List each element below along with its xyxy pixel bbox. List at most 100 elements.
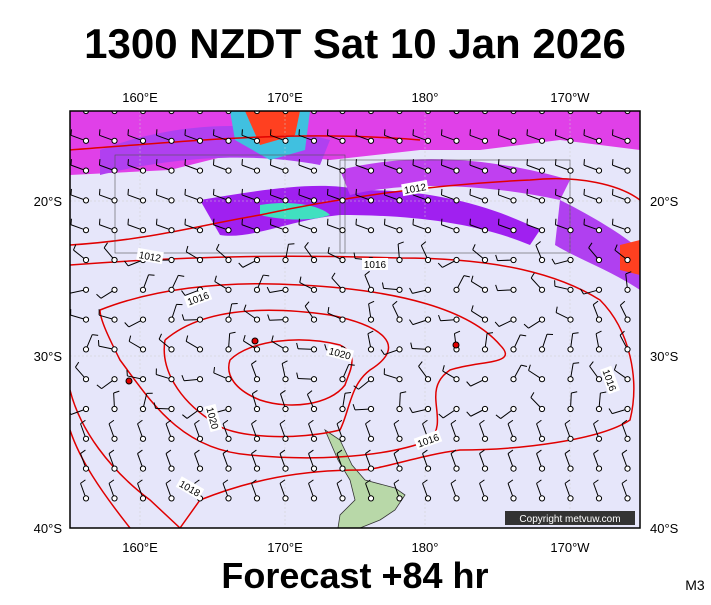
barb-station: [425, 317, 430, 322]
latitude-label: 40°S: [650, 521, 679, 536]
barb-station: [112, 377, 117, 382]
barb-station: [482, 377, 487, 382]
barb-station: [625, 406, 630, 411]
barb-station: [283, 496, 288, 501]
barb-station: [454, 198, 459, 203]
isobar-label: 1016: [362, 258, 388, 271]
barb-station: [568, 138, 573, 143]
copyright: Copyright metvuw.com: [519, 514, 620, 525]
barb-station: [397, 496, 402, 501]
barb-station: [568, 228, 573, 233]
barb-station: [596, 287, 601, 292]
barb-station: [112, 228, 117, 233]
latitude-label: 40°S: [34, 521, 63, 536]
barb-staff: [156, 106, 171, 111]
barb-station: [397, 347, 402, 352]
barb-station: [311, 198, 316, 203]
barb-staff: [470, 106, 485, 111]
barb-station: [539, 287, 544, 292]
barb-station: [169, 198, 174, 203]
barb-station: [112, 287, 117, 292]
barb-station: [197, 228, 202, 233]
barb-station: [83, 198, 88, 203]
barb-staff: [71, 106, 86, 111]
map-code: M3: [685, 577, 705, 593]
barb-station: [254, 317, 259, 322]
barb-station: [226, 138, 231, 143]
barb-station: [169, 317, 174, 322]
barb-station: [625, 228, 630, 233]
barb-flag: [573, 363, 579, 364]
barb-station: [226, 287, 231, 292]
barb-staff: [527, 106, 542, 111]
barb-station: [454, 406, 459, 411]
barb-staff: [185, 106, 200, 111]
barb-station: [625, 138, 630, 143]
barb-station: [568, 168, 573, 173]
barb-station: [625, 466, 630, 471]
barb-station: [112, 466, 117, 471]
barb-station: [140, 168, 145, 173]
barb-station: [311, 138, 316, 143]
barb-station: [283, 168, 288, 173]
barb-station: [625, 198, 630, 203]
barb-station: [311, 377, 316, 382]
barb-station: [254, 287, 259, 292]
barb-station: [112, 198, 117, 203]
barb-station: [539, 496, 544, 501]
barb-station: [254, 347, 259, 352]
barb-station: [568, 317, 573, 322]
barb-station: [311, 406, 316, 411]
barb-station: [625, 317, 630, 322]
barb-station: [283, 228, 288, 233]
barb-station: [311, 287, 316, 292]
high-marker: [453, 342, 459, 348]
barb-station: [197, 436, 202, 441]
barb-station: [83, 466, 88, 471]
longitude-label: 170°E: [267, 90, 303, 105]
barb-station: [368, 406, 373, 411]
barb-station: [568, 377, 573, 382]
barb-station: [397, 466, 402, 471]
barb-station: [169, 347, 174, 352]
barb-station: [83, 317, 88, 322]
barb-station: [482, 287, 487, 292]
barb-station: [169, 377, 174, 382]
barb-station: [596, 377, 601, 382]
barb-station: [169, 257, 174, 262]
barb-station: [169, 466, 174, 471]
barb-station: [539, 228, 544, 233]
latitude-label: 30°S: [34, 349, 63, 364]
barb-staff: [270, 106, 285, 111]
barb-station: [197, 377, 202, 382]
barb-station: [454, 168, 459, 173]
barb-station: [397, 436, 402, 441]
barb-station: [425, 347, 430, 352]
barb-station: [625, 496, 630, 501]
barb-station: [311, 496, 316, 501]
barb-station: [340, 406, 345, 411]
barb-station: [283, 347, 288, 352]
barb-station: [340, 317, 345, 322]
barb-station: [596, 198, 601, 203]
barb-station: [482, 168, 487, 173]
barb-station: [368, 436, 373, 441]
barb-station: [169, 406, 174, 411]
barb-station: [368, 317, 373, 322]
barb-station: [311, 317, 316, 322]
barb-station: [254, 138, 259, 143]
barb-station: [140, 287, 145, 292]
barb-station: [254, 466, 259, 471]
barb-station: [226, 406, 231, 411]
barb-station: [140, 377, 145, 382]
barb-station: [568, 466, 573, 471]
barb-station: [254, 406, 259, 411]
barb-station: [226, 436, 231, 441]
barb-station: [568, 287, 573, 292]
barb-station: [140, 228, 145, 233]
barb-staff: [584, 106, 599, 111]
barb-station: [482, 347, 487, 352]
barb-staff: [612, 106, 627, 111]
barb-station: [539, 168, 544, 173]
barb-station: [140, 138, 145, 143]
